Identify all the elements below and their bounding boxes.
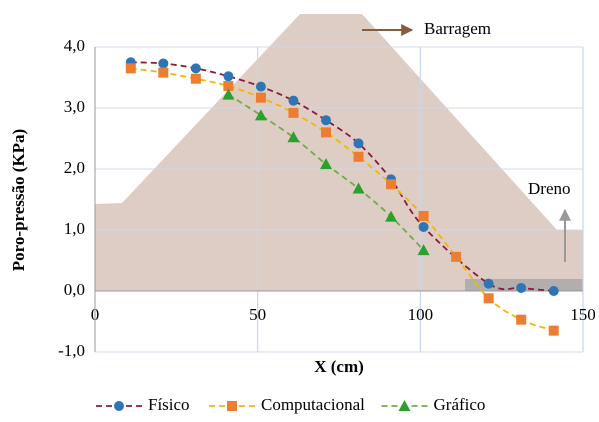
y-tick-label: -1,0 [58,341,85,360]
legend-label: Gráfico [434,395,486,414]
y-tick-label: 2,0 [64,158,85,177]
point [191,63,201,73]
x-axis-title: X (cm) [314,357,364,376]
point [321,115,331,125]
annotation: Barragem [424,19,491,38]
point [288,96,298,106]
point [484,293,494,303]
y-tick-label: 0,0 [64,280,85,299]
legend-label: Computacional [261,395,365,414]
x-tick-label: 150 [570,305,596,324]
point [354,152,364,162]
point [321,127,331,137]
point [549,326,559,336]
y-tick-label: 4,0 [64,36,85,55]
y-tick-label: 1,0 [64,219,85,238]
y-tick-label: 3,0 [64,97,85,116]
point [158,58,168,68]
point [549,286,559,296]
point [419,211,429,221]
point [126,63,136,73]
x-tick-label: 50 [249,305,266,324]
point [516,283,526,293]
y-axis-title: Poro-pressão (KPa) [9,129,28,271]
legend-marker [114,401,124,411]
point [386,179,396,189]
chart: Barragem Dreno X (cm) Poro-pressão (KPa)… [0,0,599,417]
annotation: Dreno [528,179,570,198]
point [516,315,526,325]
point [354,138,364,148]
x-tick-label: 100 [408,305,434,324]
point [419,222,429,232]
legend-marker [399,400,411,411]
legend-marker [227,401,237,411]
point [288,108,298,118]
point [484,279,494,289]
legend: Físico Computacional Gráfico [96,395,485,414]
point [158,68,168,78]
legend-label: Físico [148,395,190,414]
point [191,74,201,84]
point [223,71,233,81]
point [451,252,461,262]
dam-shape [95,14,583,291]
point [256,93,266,103]
point [256,82,266,92]
